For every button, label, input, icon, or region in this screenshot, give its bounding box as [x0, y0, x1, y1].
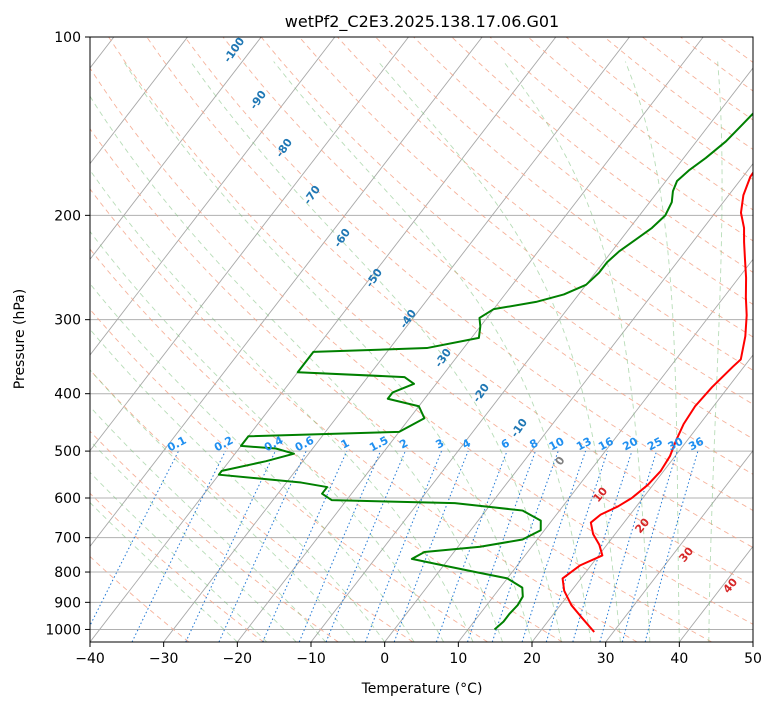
dry-adiabat-line — [90, 555, 190, 642]
y-tick-label: 900 — [54, 595, 81, 611]
x-axis-ticks: −40 −30 −20 −10 0 10 20 30 40 50 — [75, 642, 762, 667]
y-tick-label: 600 — [54, 491, 81, 507]
dry-adiabat-line — [108, 37, 753, 586]
moist-adiabat-line — [90, 328, 386, 642]
mixing-ratio-line — [90, 450, 179, 627]
x-tick-label: 0 — [380, 651, 389, 667]
y-tick-label: 400 — [54, 387, 81, 403]
y-tick-label: 700 — [54, 531, 81, 547]
mixing-ratio-line — [572, 450, 633, 642]
mixing-ratio-label: 20 — [620, 435, 640, 454]
isotherm-line — [90, 37, 262, 261]
dry-adiabat-line — [90, 128, 712, 642]
y-tick-label: 100 — [54, 30, 81, 46]
y-tick-label: 1000 — [45, 622, 81, 638]
x-tick-label: −10 — [296, 651, 326, 667]
moist-adiabat-line — [90, 283, 415, 642]
isotherm-line — [90, 37, 557, 642]
isotherm-line — [90, 37, 409, 452]
profile-lines — [217, 112, 753, 633]
isotherm-line — [163, 37, 630, 642]
isotherm-line — [90, 37, 188, 165]
moist-adiabat-line — [190, 61, 562, 642]
mixing-ratio-line — [435, 450, 508, 642]
x-tick-label: 30 — [597, 651, 615, 667]
mixing-ratio-label: 25 — [645, 435, 665, 454]
moist-adiabat-line — [273, 61, 592, 642]
moist-adiabat-line — [90, 169, 474, 642]
mixing-ratio-label: 13 — [574, 435, 594, 454]
mixing-ratio-line — [364, 450, 442, 642]
dry-adiabat-line — [298, 37, 753, 405]
mixing-ratio-line — [298, 450, 382, 642]
mixing-ratio-line — [393, 450, 469, 642]
mixing-ratio-line — [491, 450, 559, 642]
dry-adiabat-line — [375, 37, 753, 338]
y-tick-label: 200 — [54, 208, 81, 224]
y-axis-label: Pressure (hPa) — [12, 289, 28, 389]
temperature-profile-line — [561, 171, 753, 633]
plot-area-background — [90, 37, 753, 642]
moist-adiabat-line — [625, 61, 680, 642]
mixing-ratio-line — [325, 450, 406, 642]
mixing-ratio-line — [262, 450, 348, 642]
moist-adiabat-line — [90, 439, 297, 642]
x-tick-label: 20 — [523, 651, 541, 667]
y-tick-label: 500 — [54, 444, 81, 460]
moist-adiabat-line — [90, 369, 356, 642]
mixing-ratio-label: 10 — [547, 435, 567, 454]
chart-title: wetPf2_C2E3.2025.138.17.06.G01 — [285, 12, 559, 32]
mixing-ratio-line — [644, 450, 699, 642]
moist-adiabat-line — [123, 61, 533, 642]
mixing-ratio-line — [545, 450, 609, 642]
mixing-ratio-line — [521, 450, 587, 642]
y-tick-label: 300 — [54, 313, 81, 329]
plot-frame — [89, 36, 754, 643]
moist-adiabat-line — [708, 61, 723, 642]
isotherm-line — [384, 162, 753, 642]
dewpoint-profile-line — [217, 112, 753, 631]
x-tick-label: −30 — [149, 651, 179, 667]
x-tick-label: 40 — [670, 651, 688, 667]
x-axis-label: Temperature (°C) — [361, 681, 483, 697]
moist-adiabat-line — [90, 230, 444, 642]
moist-adiabat-line — [90, 95, 503, 642]
x-tick-label: −20 — [223, 651, 253, 667]
mixing-ratio-label: 16 — [596, 435, 616, 454]
y-tick-label: 800 — [54, 565, 81, 581]
mixing-ratio-line — [621, 450, 678, 642]
x-tick-label: 50 — [744, 651, 762, 667]
dry-adiabat-line — [90, 369, 414, 642]
mixing-ratio-label: 36 — [686, 435, 706, 454]
mixing-ratio-label: 30 — [666, 435, 686, 454]
moist-adiabat-line — [377, 61, 621, 642]
moist-adiabat-line — [503, 61, 651, 642]
moist-adiabat-line — [90, 406, 327, 642]
isotherm-line — [605, 449, 753, 642]
isotherm-line — [457, 258, 753, 642]
x-tick-label: 10 — [449, 651, 467, 667]
dry-adiabat-line — [90, 188, 638, 642]
dry-adiabat-line — [90, 308, 488, 642]
isotherm-line — [90, 37, 483, 548]
isotherm-line — [752, 641, 753, 642]
dry-adiabat-line — [90, 430, 339, 642]
dry-adiabat-line — [146, 37, 753, 549]
x-tick-label: −40 — [75, 651, 105, 667]
y-axis-ticks: 100 200 300 400 500 600 700 800 900 1000 — [45, 30, 90, 638]
mixing-ratio-line — [599, 450, 658, 642]
isotherm-line — [90, 37, 336, 356]
dry-adiabat-line — [260, 37, 753, 440]
mixing-ratio-line — [131, 450, 226, 642]
background-lines — [90, 37, 753, 642]
dry-adiabat-line — [90, 67, 753, 625]
mixing-ratio-line — [467, 450, 536, 642]
